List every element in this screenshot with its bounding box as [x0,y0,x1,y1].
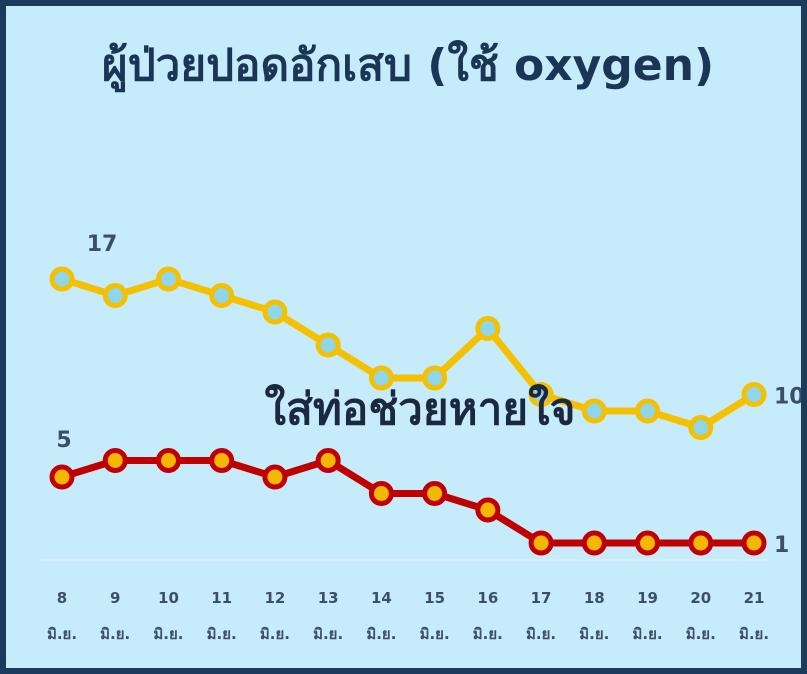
point [102,448,128,473]
point [422,365,448,391]
chart-title: ผู้ป่วยปอดอักเสบ (ใช้ oxygen) [102,39,714,92]
point [102,283,128,308]
point [741,530,767,556]
x-tick-label: 21 มิ.ย. [738,589,770,643]
x-tick-label: 16 มิ.ย. [472,589,503,643]
point [368,365,394,391]
point [49,464,75,490]
x-tick-label: 17 มิ.ย. [526,589,557,643]
point [741,382,767,407]
annotation: ใส่ท่อช่วยหายใจ [265,383,576,435]
point [635,398,661,424]
point [209,283,235,308]
series-line [60,457,754,547]
x-tick-label: 13 มิ.ย. [313,589,344,643]
data-label: 5 [56,428,71,453]
data-label: 1 [774,533,789,558]
x-tick-label: 11 มิ.ย. [206,589,237,643]
point [209,448,235,473]
point [262,299,288,325]
point [315,332,341,358]
point [315,448,341,473]
x-tick-label: 9 มิ.ย. [100,589,131,643]
point [688,530,714,556]
point [368,481,394,506]
point [422,481,448,506]
point [262,464,288,490]
x-tick-label: 12 มิ.ย. [259,589,290,643]
point [475,497,501,523]
point [475,316,501,341]
x-tick-label: 18 มิ.ย. [579,589,610,643]
x-tick-label: 19 มิ.ย. [632,589,663,643]
point [528,530,554,556]
point [688,415,714,440]
x-tick-label: 15 มิ.ย. [419,589,450,643]
point [49,266,75,292]
point [528,382,554,407]
x-tick-label: 10 มิ.ย. [153,589,184,643]
data-label: 10 [774,385,805,410]
x-tick-label: 14 มิ.ย. [366,589,397,643]
x-tick-label: 8 มิ.ย. [46,589,78,643]
point [581,398,607,424]
point [581,530,607,556]
point [155,266,181,292]
data-label: 17 [87,232,118,257]
point [635,530,661,556]
point [155,448,181,473]
x-tick-label: 20 มิ.ย. [685,589,716,643]
